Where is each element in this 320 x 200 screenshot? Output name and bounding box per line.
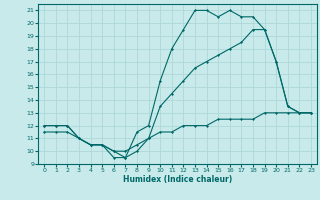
X-axis label: Humidex (Indice chaleur): Humidex (Indice chaleur)	[123, 175, 232, 184]
